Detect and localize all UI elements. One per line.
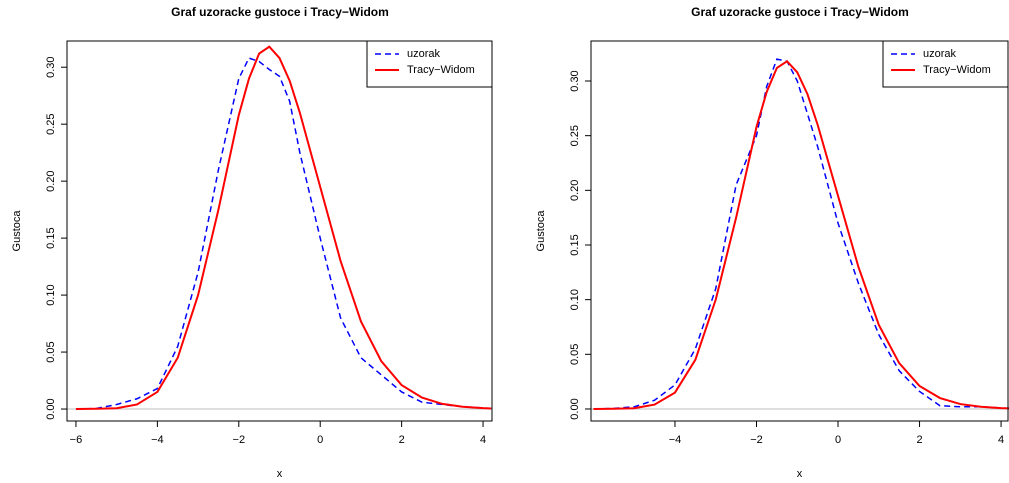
y-tick-label: 0.05 (45, 341, 57, 362)
x-tick-label: −4 (669, 434, 682, 446)
x-tick-label: 4 (998, 434, 1004, 446)
legend-box (366, 40, 493, 88)
y-tick-label: 0.10 (569, 289, 581, 310)
x-axis-label: x (797, 468, 803, 480)
x-tick-label: −2 (233, 434, 246, 446)
x-tick-label: −4 (151, 434, 164, 446)
x-tick-label: 0 (317, 434, 323, 446)
x-tick-label: 0 (835, 434, 841, 446)
x-tick-label: 2 (916, 434, 922, 446)
y-tick-label: 0.20 (569, 180, 581, 201)
x-tick-label: −6 (70, 434, 83, 446)
y-tick-label: 0.15 (45, 227, 57, 248)
y-tick-label: 0.10 (45, 284, 57, 305)
x-axis-label: x (277, 468, 283, 480)
series-line (75, 45, 492, 411)
y-tick-label: 0.20 (45, 170, 57, 191)
y-tick-label: 0.15 (569, 234, 581, 255)
y-tick-label: 0.30 (45, 56, 57, 77)
series-line (593, 60, 1009, 410)
y-tick-label: 0.25 (569, 125, 581, 146)
y-axis-label: Gustoca (11, 210, 23, 252)
legend-label: uzorak (407, 48, 441, 60)
legend-label: uzorak (923, 48, 957, 60)
series-line (593, 58, 1009, 410)
y-tick-label: 0.25 (45, 113, 57, 134)
x-tick-label: 2 (399, 434, 405, 446)
legend-box (882, 40, 1009, 88)
y-tick-label: 0.00 (45, 398, 57, 419)
legend-label: Tracy−Widom (923, 64, 991, 76)
legend-label: Tracy−Widom (407, 64, 475, 76)
chart-title: Graf uzoracke gustoce i Tracy−Widom (691, 5, 909, 19)
plot-frame (66, 40, 493, 422)
x-tick-label: 4 (480, 434, 486, 446)
series-line (75, 57, 492, 410)
x-tick-label: −2 (750, 434, 763, 446)
y-tick-label: 0.30 (569, 70, 581, 91)
y-tick-label: 0.00 (569, 398, 581, 419)
chart-title: Graf uzoracke gustoce i Tracy−Widom (171, 5, 389, 19)
y-axis-label: Gustoca (535, 210, 547, 252)
plot-frame (590, 40, 1009, 422)
y-tick-label: 0.05 (569, 344, 581, 365)
